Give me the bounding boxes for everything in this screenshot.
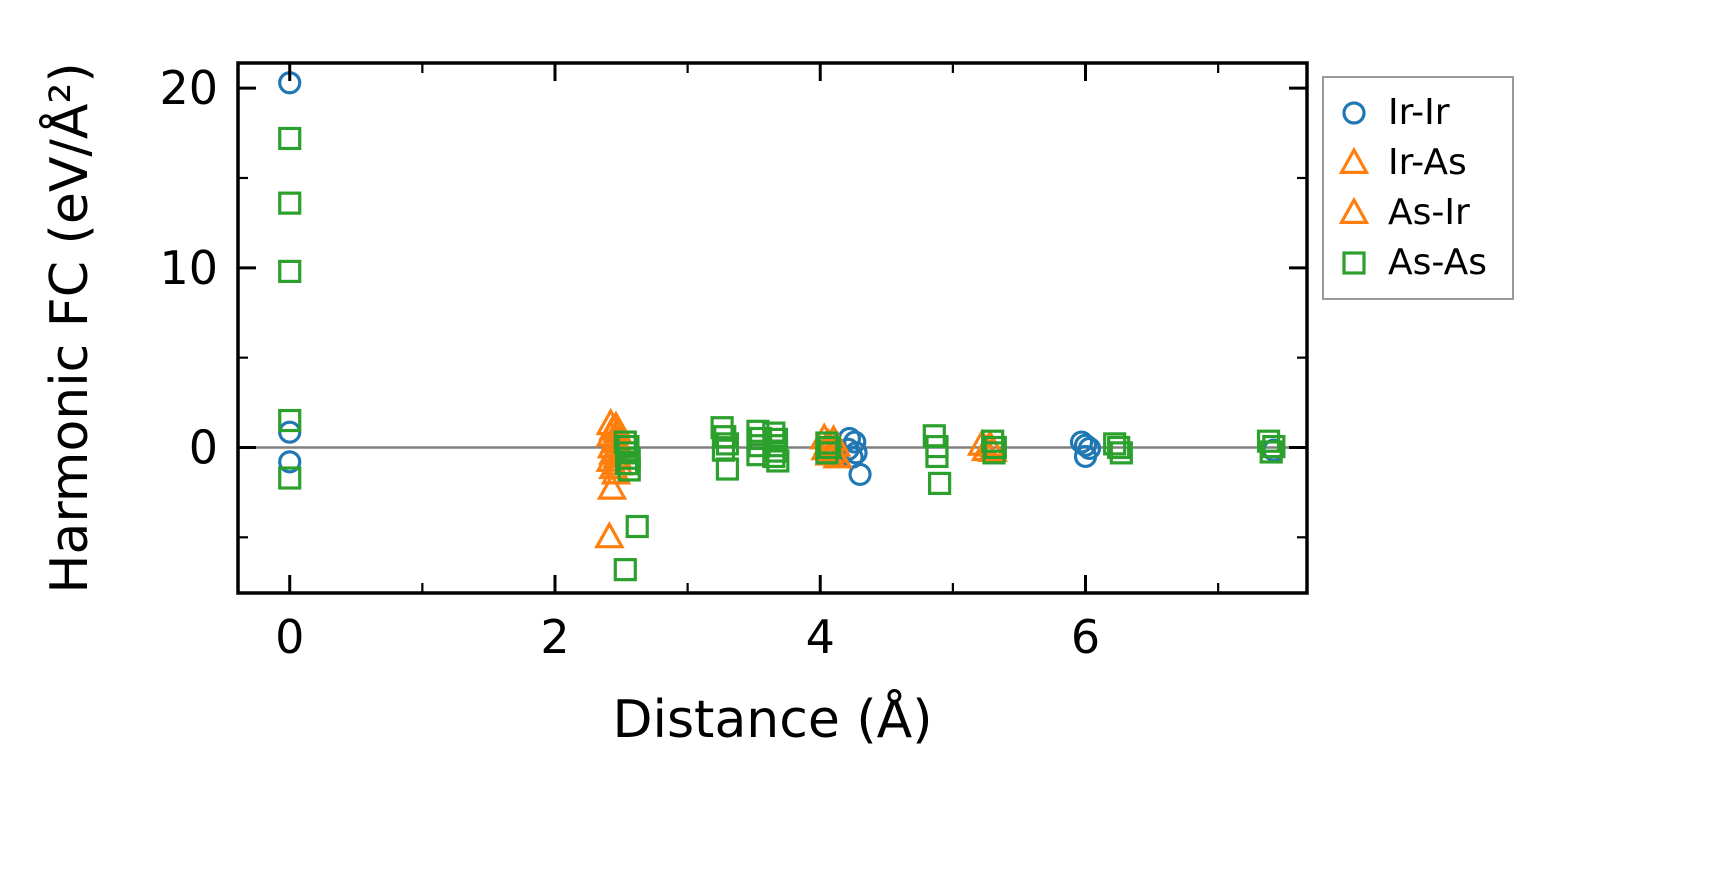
legend-item-ir-ir: Ir-Ir bbox=[1336, 88, 1500, 138]
legend-label: As-Ir bbox=[1388, 192, 1470, 233]
legend: Ir-Ir Ir-As As-Ir As-As bbox=[1322, 76, 1514, 300]
circle-marker-icon bbox=[1342, 101, 1366, 125]
svg-text:0: 0 bbox=[275, 610, 304, 664]
legend-label: As-As bbox=[1388, 242, 1487, 283]
svg-text:4: 4 bbox=[806, 610, 835, 664]
legend-item-as-as: As-As bbox=[1336, 238, 1500, 288]
svg-text:6: 6 bbox=[1071, 610, 1100, 664]
square-marker-icon bbox=[1342, 251, 1366, 275]
legend-item-as-ir: As-Ir bbox=[1336, 188, 1500, 238]
triangle-marker-icon bbox=[1338, 196, 1370, 224]
svg-text:20: 20 bbox=[159, 61, 218, 115]
legend-label: Ir-As bbox=[1388, 142, 1467, 183]
triangle-marker-icon bbox=[1338, 146, 1370, 174]
x-axis-label: Distance (Å) bbox=[612, 690, 933, 750]
legend-item-ir-as: Ir-As bbox=[1336, 138, 1500, 188]
y-axis-label: Harmonic FC (eV/Å²) bbox=[40, 62, 100, 594]
svg-text:0: 0 bbox=[189, 420, 218, 474]
legend-label: Ir-Ir bbox=[1388, 92, 1450, 133]
svg-text:2: 2 bbox=[540, 610, 569, 664]
svg-text:10: 10 bbox=[159, 241, 218, 295]
